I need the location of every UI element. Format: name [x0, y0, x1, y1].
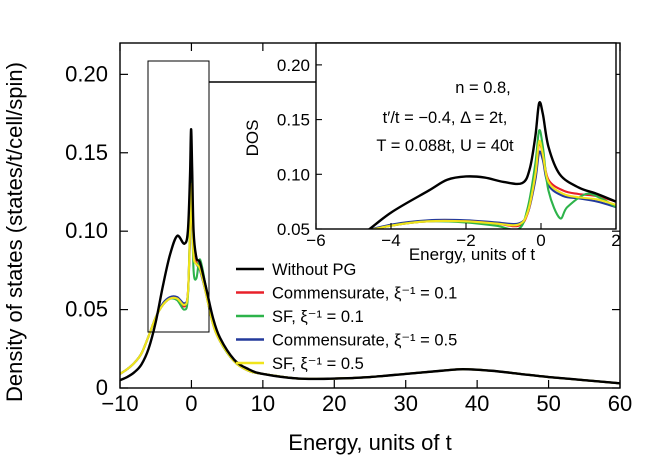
main-x-tick-label: 40 [465, 391, 489, 416]
parameter-annotation: n = 0.8, t′/t = −0.4, Δ = 2t, T = 0.088t… [376, 79, 514, 155]
inset-y-axis-label: DOS [243, 120, 262, 157]
main-series-without-pg [120, 128, 620, 385]
legend-item-commensurate-0-1: Commensurate, ξ⁻¹ = 0.1 [236, 285, 457, 303]
main-x-tick-label: 10 [251, 391, 275, 416]
legend: Without PG Commensurate, ξ⁻¹ = 0.1 SF, ξ⁻¹… [236, 261, 457, 373]
main-y-tick-label: 0.20 [65, 61, 108, 86]
main-x-tick-label: −10 [101, 391, 138, 416]
main-x-axis-label: Energy, units of t [288, 430, 451, 455]
inset-x-axis-label: Energy, units of t [409, 245, 536, 264]
inset-series-without-pg [367, 101, 616, 229]
inset-plot: −6 −4 −2 0 2 0.05 0.10 0.15 0.20 Energy, units o… [243, 42, 621, 264]
inset-y-tick-label: 0.20 [277, 56, 310, 75]
inset-x-tick-label: −6 [306, 231, 325, 250]
main-y-tick-label: 0.05 [65, 297, 108, 322]
annotation-line-2: t′/t = −0.4, Δ = 2t, [383, 109, 508, 127]
main-x-tick-label: 0 [185, 391, 197, 416]
inset-x-tick-label: 2 [611, 231, 620, 250]
main-y-tick-label: 0.15 [65, 140, 108, 165]
inset-background [316, 43, 616, 229]
legend-label: SF, ξ⁻¹ = 0.1 [272, 308, 364, 326]
inset-y-tick-label: 0.15 [277, 111, 310, 130]
main-y-tick-label: 0.10 [65, 218, 108, 243]
legend-item-without-pg: Without PG [236, 261, 356, 279]
annotation-line-1: n = 0.8, [455, 79, 511, 97]
main-x-tick-label: 20 [322, 391, 346, 416]
main-x-tick-label: 60 [608, 391, 632, 416]
main-y-axis-label: Density of states (states/t/cell/spin) [2, 62, 27, 402]
main-x-tick-label: 30 [393, 391, 417, 416]
inset-x-tick-label: −2 [456, 231, 475, 250]
inset-series-sf-0-5 [370, 139, 616, 229]
legend-label: SF, ξ⁻¹ = 0.5 [272, 355, 364, 373]
inset-y-tick-label: 0.05 [277, 220, 310, 239]
inset-ticks: −6 −4 −2 0 2 0.05 0.10 0.15 0.20 [277, 56, 621, 250]
inset-x-tick-label: −4 [381, 231, 400, 250]
main-x-tick-label: 50 [536, 391, 560, 416]
inset-y-tick-label: 0.10 [277, 165, 310, 184]
legend-label: Commensurate, ξ⁻¹ = 0.5 [272, 332, 457, 350]
inset-curves [367, 101, 616, 229]
legend-item-sf-0-5: SF, ξ⁻¹ = 0.5 [236, 355, 364, 373]
legend-label: Without PG [272, 261, 356, 279]
zoom-region-box [147, 60, 210, 333]
main-curves [120, 128, 620, 385]
legend-label: Commensurate, ξ⁻¹ = 0.1 [272, 285, 457, 303]
legend-item-commensurate-0-5: Commensurate, ξ⁻¹ = 0.5 [236, 332, 457, 350]
inset-x-tick-label: 0 [536, 231, 545, 250]
main-y-tick-label: 0 [96, 375, 108, 400]
annotation-line-3: T = 0.088t, U = 40t [376, 137, 514, 155]
legend-item-sf-0-1: SF, ξ⁻¹ = 0.1 [236, 308, 364, 326]
